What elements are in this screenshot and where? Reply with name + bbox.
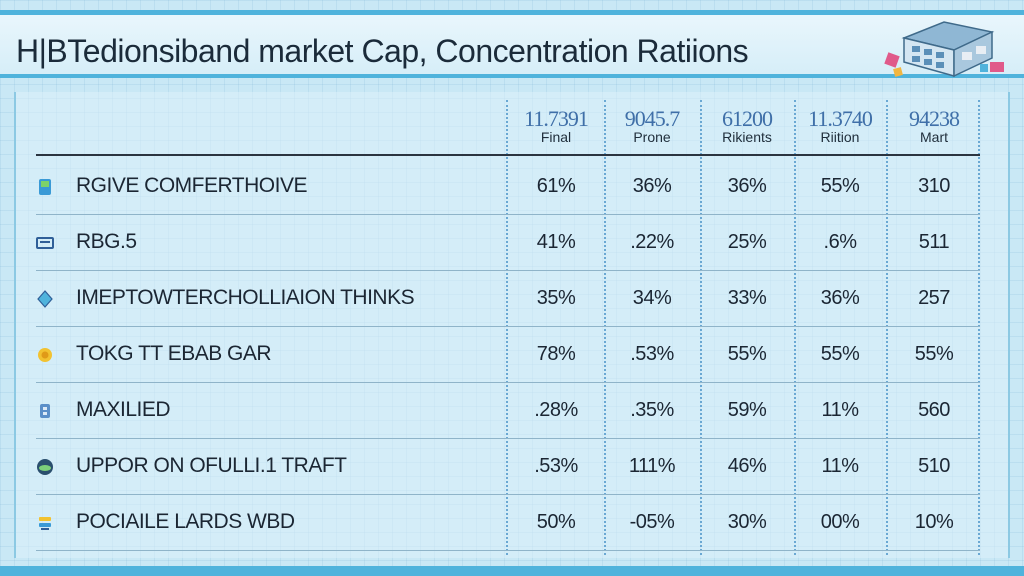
table-cell: 55% bbox=[820, 175, 860, 197]
table-cell: .22% bbox=[630, 231, 674, 253]
column-header-label: Rikients bbox=[722, 129, 772, 145]
table-cell: 59% bbox=[727, 399, 767, 421]
column-header-label: Riition bbox=[820, 129, 860, 145]
row-label: TOKG TT EBAB GAR bbox=[76, 342, 272, 365]
column-header-label: Prone bbox=[633, 129, 671, 145]
column-header-value: 11.7391 bbox=[524, 106, 589, 131]
coin-icon bbox=[36, 346, 54, 364]
bottom-bar bbox=[0, 566, 1024, 576]
chart-title: H|BTedionsiband market Cap, Concentratio… bbox=[16, 33, 749, 69]
column-header-value: 9045.7 bbox=[624, 106, 681, 131]
table-cell: 55% bbox=[914, 343, 954, 365]
table-cell: 61% bbox=[536, 175, 576, 197]
row-label: UPPOR ON OFULLI.1 TRAFT bbox=[76, 454, 347, 477]
table-cell: 10% bbox=[914, 511, 954, 533]
building-icon bbox=[36, 402, 54, 420]
table-cell: 560 bbox=[918, 399, 950, 421]
monitor-icon bbox=[36, 234, 54, 252]
column-divider bbox=[978, 100, 980, 555]
diamond-icon bbox=[36, 290, 54, 308]
row-label: MAXILIED bbox=[76, 398, 171, 421]
stack-icon bbox=[36, 514, 54, 532]
row-divider bbox=[36, 326, 980, 327]
row-label: RBG.5 bbox=[76, 230, 137, 253]
table-cell: 55% bbox=[727, 343, 767, 365]
table-cell: 11% bbox=[821, 455, 859, 477]
table-cell: .28% bbox=[534, 399, 578, 421]
header-rule bbox=[36, 154, 980, 156]
table-cell: 36% bbox=[727, 175, 767, 197]
table-cell: 33% bbox=[727, 287, 767, 309]
globe-icon bbox=[36, 458, 54, 476]
table-cell: -05% bbox=[629, 511, 675, 533]
table-cell: 36% bbox=[632, 175, 672, 197]
building-logo-icon bbox=[884, 21, 1004, 78]
table-cell: 78% bbox=[536, 343, 576, 365]
table-cell: 55% bbox=[820, 343, 860, 365]
table-cell: .53% bbox=[534, 455, 578, 477]
column-header-label: Final bbox=[540, 129, 572, 145]
table-cell: 00% bbox=[820, 511, 860, 533]
row-divider bbox=[36, 550, 980, 551]
table-cell: .53% bbox=[630, 343, 674, 365]
table-cell: 310 bbox=[918, 175, 950, 197]
column-header-value: 11.3740 bbox=[808, 106, 873, 131]
row-divider bbox=[36, 438, 980, 439]
column-divider bbox=[506, 100, 508, 555]
row-divider bbox=[36, 494, 980, 495]
column-divider bbox=[700, 100, 702, 555]
table-cell: 36% bbox=[820, 287, 860, 309]
table-cell: 257 bbox=[918, 287, 950, 309]
table-cell: 34% bbox=[632, 287, 672, 309]
table-cell: 25% bbox=[727, 231, 767, 253]
column-divider bbox=[794, 100, 796, 555]
row-divider bbox=[36, 214, 980, 215]
row-divider bbox=[36, 382, 980, 383]
column-divider bbox=[886, 100, 888, 555]
table-cell: 35% bbox=[536, 287, 576, 309]
table-cell: .35% bbox=[630, 399, 674, 421]
row-divider bbox=[36, 270, 980, 271]
table-cell: 510 bbox=[918, 455, 950, 477]
table-cell: 111% bbox=[628, 455, 676, 477]
column-header-label: Mart bbox=[920, 129, 948, 145]
title-bar: H|BTedionsiband market Cap, Concentratio… bbox=[0, 10, 1024, 78]
battery-icon bbox=[36, 178, 54, 196]
table-cell: 50% bbox=[536, 511, 576, 533]
table-cell: 46% bbox=[727, 455, 767, 477]
table-cell: 30% bbox=[727, 511, 767, 533]
column-header-value: 94238 bbox=[909, 106, 960, 131]
table-cell: 511 bbox=[918, 231, 950, 253]
column-divider bbox=[604, 100, 606, 555]
table-cell: 11% bbox=[821, 399, 859, 421]
row-label: POCIAILE LARDS WBD bbox=[76, 510, 295, 533]
row-label: RGIVE COMFERTHOIVE bbox=[76, 174, 307, 197]
column-header-value: 61200 bbox=[722, 106, 773, 131]
table-panel bbox=[14, 92, 1010, 558]
table-cell: 41% bbox=[536, 231, 576, 253]
table-cell: .6% bbox=[823, 231, 857, 253]
row-label: IMEPTOWTERCHOLLIAION THINKS bbox=[76, 286, 415, 309]
